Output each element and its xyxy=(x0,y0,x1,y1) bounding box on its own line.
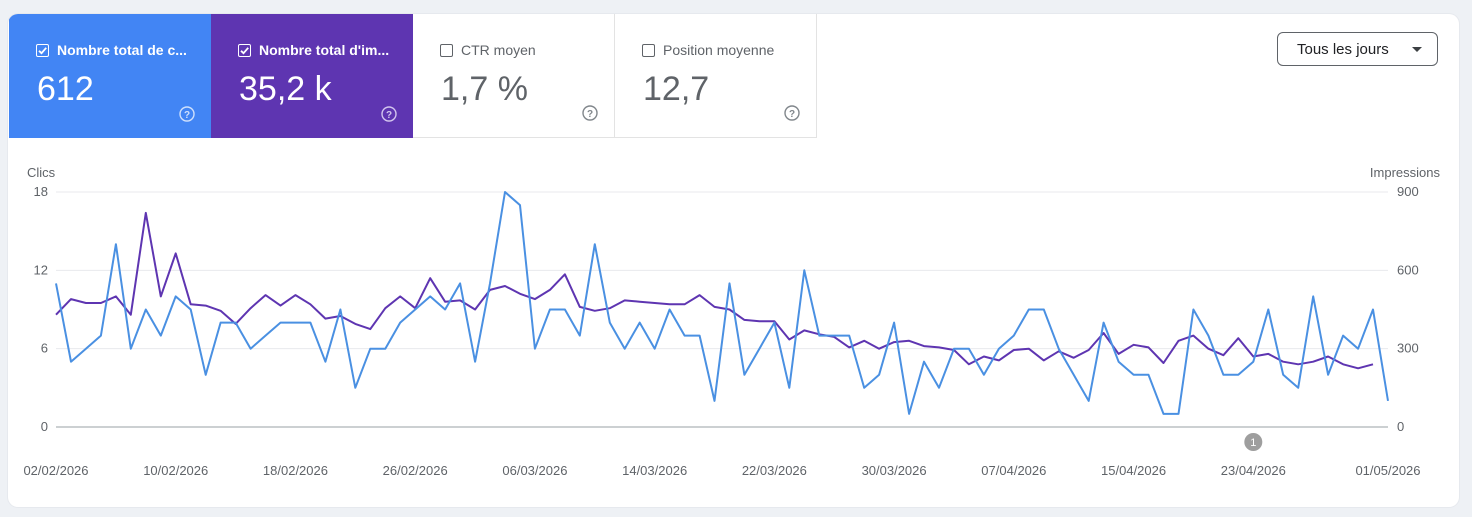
x-axis-tick-label: 23/04/2026 xyxy=(1221,463,1286,478)
svg-text:?: ? xyxy=(386,110,392,121)
metric-position[interactable]: Position moyenne 12,7 ? xyxy=(615,14,817,138)
right-axis-tick-label: 900 xyxy=(1397,184,1419,199)
x-axis-tick-label: 07/04/2026 xyxy=(981,463,1046,478)
clicks-series-line xyxy=(55,191,1389,415)
checkbox-unchecked-icon[interactable] xyxy=(642,43,655,57)
x-axis-tick-label: 10/02/2026 xyxy=(143,463,208,478)
right-axis-tick-label: 300 xyxy=(1397,341,1419,356)
metric-total-clicks[interactable]: Nombre total de c... 612 ? xyxy=(9,14,211,138)
right-axis-label: Impressions xyxy=(1370,165,1441,180)
help-icon[interactable]: ? xyxy=(381,106,397,122)
metric-tabs: Nombre total de c... 612 ? Nombre total … xyxy=(9,14,817,138)
metric-value: 612 xyxy=(37,70,94,108)
left-axis-tick-label: 6 xyxy=(41,341,48,356)
x-axis-tick-label: 30/03/2026 xyxy=(862,463,927,478)
x-axis-tick-label: 18/02/2026 xyxy=(263,463,328,478)
impressions-series-line xyxy=(55,211,1374,370)
x-axis-tick-label: 14/03/2026 xyxy=(622,463,687,478)
date-granularity-dropdown[interactable]: Tous les jours xyxy=(1277,32,1438,66)
help-icon[interactable]: ? xyxy=(179,106,195,122)
checkbox-checked-icon[interactable] xyxy=(36,43,49,57)
metric-value: 35,2 k xyxy=(239,70,332,108)
checkbox-checked-icon[interactable] xyxy=(238,43,251,57)
metric-ctr[interactable]: CTR moyen 1,7 % ? xyxy=(413,14,615,138)
left-axis-tick-label: 12 xyxy=(34,262,48,277)
performance-card: Nombre total de c... 612 ? Nombre total … xyxy=(8,14,1459,507)
performance-chart: Clics Impressions 0 6 12 18 0 300 600 900 02/02… xyxy=(23,165,1441,478)
left-axis-tick-label: 18 xyxy=(34,184,48,199)
svg-text:?: ? xyxy=(184,110,190,121)
svg-text:?: ? xyxy=(587,109,593,120)
x-axis-tick-label: 15/04/2026 xyxy=(1101,463,1166,478)
checkbox-unchecked-icon[interactable] xyxy=(440,43,453,57)
left-axis-tick-label: 0 xyxy=(41,419,48,434)
annotation-marker-label: 1 xyxy=(1250,437,1256,449)
svg-text:?: ? xyxy=(789,109,795,120)
x-axis-tick-label: 26/02/2026 xyxy=(383,463,448,478)
x-axis-tick-label: 02/02/2026 xyxy=(23,463,88,478)
help-icon[interactable]: ? xyxy=(582,105,598,121)
x-axis-tick-label: 22/03/2026 xyxy=(742,463,807,478)
left-axis-label: Clics xyxy=(27,165,56,180)
right-axis-tick-label: 600 xyxy=(1397,262,1419,277)
x-axis-tick-label: 01/05/2026 xyxy=(1355,463,1420,478)
right-axis-tick-label: 0 xyxy=(1397,419,1404,434)
metric-value: 1,7 % xyxy=(441,70,528,108)
metric-value: 12,7 xyxy=(643,70,710,108)
help-icon[interactable]: ? xyxy=(784,105,800,121)
x-axis-tick-label: 06/03/2026 xyxy=(502,463,567,478)
metric-total-impressions[interactable]: Nombre total d'im... 35,2 k ? xyxy=(211,14,413,138)
dropdown-label: Tous les jours xyxy=(1297,40,1389,58)
annotation-marker xyxy=(1244,433,1263,451)
chevron-down-icon xyxy=(1412,47,1422,52)
